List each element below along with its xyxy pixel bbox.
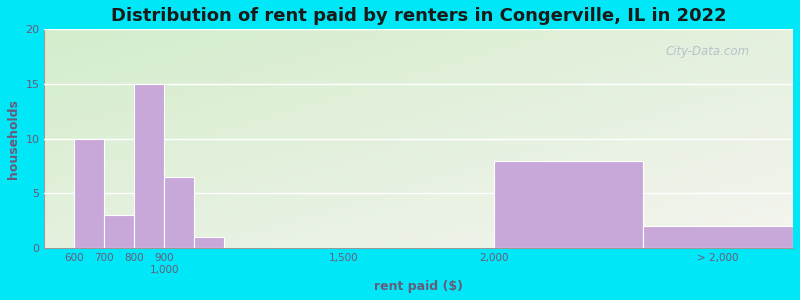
Bar bbox=[104, 215, 134, 248]
Bar bbox=[74, 139, 104, 248]
Text: City-Data.com: City-Data.com bbox=[666, 45, 750, 58]
Bar bbox=[194, 237, 224, 248]
Bar bbox=[164, 177, 194, 248]
Bar bbox=[643, 226, 793, 248]
Y-axis label: households: households bbox=[7, 99, 20, 178]
Bar bbox=[494, 160, 643, 248]
Title: Distribution of rent paid by renters in Congerville, IL in 2022: Distribution of rent paid by renters in … bbox=[111, 7, 726, 25]
X-axis label: rent paid ($): rent paid ($) bbox=[374, 280, 463, 293]
Bar bbox=[134, 84, 164, 248]
